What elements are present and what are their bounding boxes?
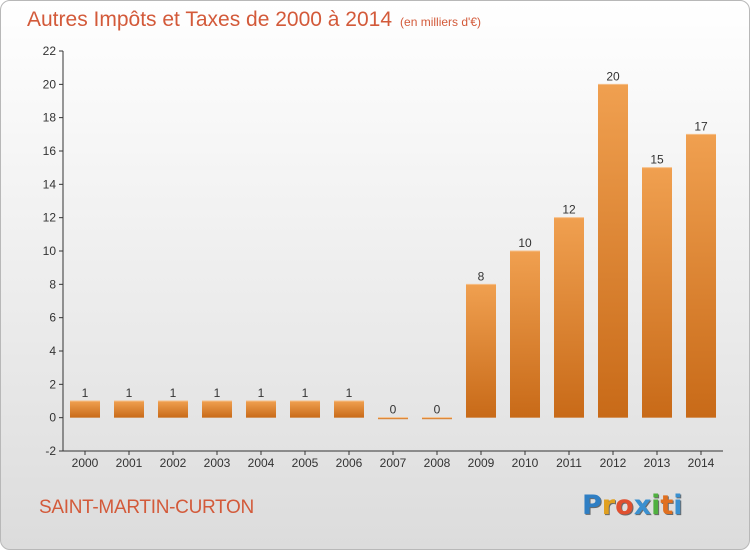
x-tick-label: 2001 [116,456,143,470]
x-tick-label: 2005 [292,456,319,470]
bar [642,167,672,418]
data-label: 20 [606,69,620,83]
x-tick-label: 2014 [688,456,715,470]
x-tick-label: 2008 [424,456,451,470]
logo-letter: t [660,490,674,521]
y-tick-label: 20 [43,77,57,91]
logo-letter: P [582,490,602,521]
x-tick-label: 2010 [512,456,539,470]
x-tick-label: 2009 [468,456,495,470]
x-tick-label: 2013 [644,456,671,470]
x-tick-label: 2002 [160,456,187,470]
bar [70,401,100,418]
y-tick-label: 22 [43,44,57,58]
chart-title-text: Autres Impôts et Taxes de 2000 à 2014 [27,8,393,31]
y-tick-label: 8 [49,277,56,291]
proxiti-logo: Proxiti [582,490,683,521]
y-tick-label: 14 [43,177,57,191]
data-label: 10 [518,236,532,250]
y-tick-label: 6 [49,311,56,325]
bar [686,134,716,418]
logo-letter: x [633,490,652,521]
bar [554,217,584,418]
y-tick-label: 2 [49,377,56,391]
data-label: 0 [434,403,441,417]
y-tick-label: 12 [43,211,57,225]
y-tick-label: 4 [49,344,56,358]
x-tick-label: 2011 [556,456,582,470]
data-label: 1 [82,386,89,400]
bar [422,417,452,420]
bar [290,401,320,418]
y-tick-label: 0 [49,411,56,425]
data-label: 8 [478,269,485,283]
data-label: 0 [390,403,397,417]
logo-letter: r [601,490,616,521]
logo-letter: i [651,490,661,521]
data-label: 1 [214,386,221,400]
x-tick-label: 2000 [72,456,99,470]
logo-letter: o [615,490,634,521]
bar [114,401,144,418]
data-label: 12 [562,203,576,217]
x-tick-label: 2007 [380,456,407,470]
bar [202,401,232,418]
y-tick-label: 18 [43,111,57,125]
bar [246,401,276,418]
place-name: SAINT-MARTIN-CURTON [39,497,254,518]
bar [510,251,540,418]
y-tick-label: -2 [45,444,56,458]
data-label: 1 [258,386,265,400]
x-tick-label: 2003 [204,456,231,470]
data-label: 1 [302,386,309,400]
bar [598,84,628,418]
y-tick-label: 10 [43,244,57,258]
chart-unit: (en milliers d'€) [400,15,482,29]
data-label: 1 [126,386,133,400]
bar [334,401,364,418]
y-tick-label: 16 [43,144,57,158]
bar [466,284,496,418]
logo-letter: i [673,490,683,521]
data-label: 15 [650,153,664,167]
bar [158,401,188,418]
bar [378,417,408,420]
data-label: 1 [346,386,353,400]
x-tick-label: 2004 [248,456,275,470]
x-tick-label: 2012 [600,456,627,470]
x-tick-label: 2006 [336,456,363,470]
data-label: 17 [694,119,708,133]
chart-title: Autres Impôts et Taxes de 2000 à 2014 (en… [27,8,481,32]
data-label: 1 [170,386,177,400]
